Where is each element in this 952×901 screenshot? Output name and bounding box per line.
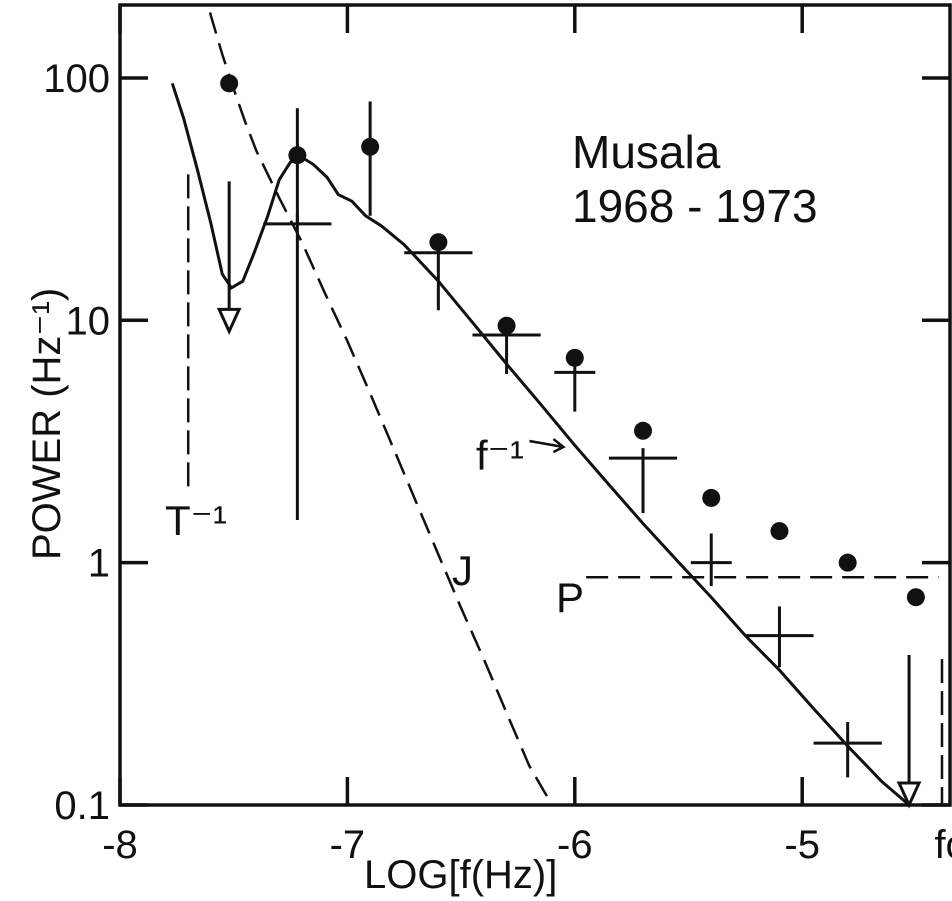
filled-data-point — [288, 146, 307, 165]
label-T-inverse: T⁻¹ — [165, 497, 227, 544]
upper-limit-arrowhead — [216, 307, 242, 336]
filled-data-point — [565, 348, 584, 367]
y-tick-label: 0.1 — [54, 784, 110, 828]
f-inverse-arrow — [529, 438, 566, 454]
x-tick-label: -8 — [102, 823, 138, 867]
filled-data-point — [361, 137, 380, 156]
chart-subtitle: 1968 - 1973 — [572, 180, 818, 232]
filled-data-point — [429, 233, 448, 252]
x-tick-label: -6 — [557, 823, 593, 867]
filled-data-point — [702, 488, 721, 507]
data-marks — [216, 74, 925, 809]
x-axis-label: LOG[f(Hz)] — [364, 853, 557, 897]
y-tick-label: 10 — [66, 299, 111, 343]
dashed-curve-J — [206, 5, 554, 805]
filled-data-point — [770, 522, 789, 541]
tick-labels: -8 -7 -6 -5 fc 0.1 1 10 100 — [43, 57, 952, 867]
label-P: P — [556, 574, 584, 621]
curves — [170, 5, 944, 807]
label-J: J — [452, 547, 473, 594]
chart-title: Musala — [572, 126, 721, 178]
x-tick-label: fc — [934, 823, 952, 867]
filled-data-point — [220, 74, 239, 93]
x-tick-label: -7 — [330, 823, 366, 867]
solid-model-curve — [170, 82, 911, 807]
upper-limit-arrowhead — [896, 781, 922, 809]
plot-frame — [118, 3, 952, 807]
label-f-inverse: f⁻¹ — [476, 432, 524, 479]
filled-data-point — [497, 316, 516, 335]
filled-data-point — [634, 421, 653, 440]
y-tick-label: 1 — [88, 542, 110, 586]
y-tick-label: 100 — [43, 57, 110, 101]
x-tick-label: -5 — [784, 823, 820, 867]
axis-ticks — [118, 5, 950, 807]
annotations: Musala 1968 - 1973 LOG[f(Hz)] POWER (Hz⁻… — [25, 126, 818, 897]
filled-data-point — [838, 553, 857, 572]
filled-data-point — [906, 588, 925, 607]
y-axis-label: POWER (Hz⁻¹) — [25, 288, 69, 560]
